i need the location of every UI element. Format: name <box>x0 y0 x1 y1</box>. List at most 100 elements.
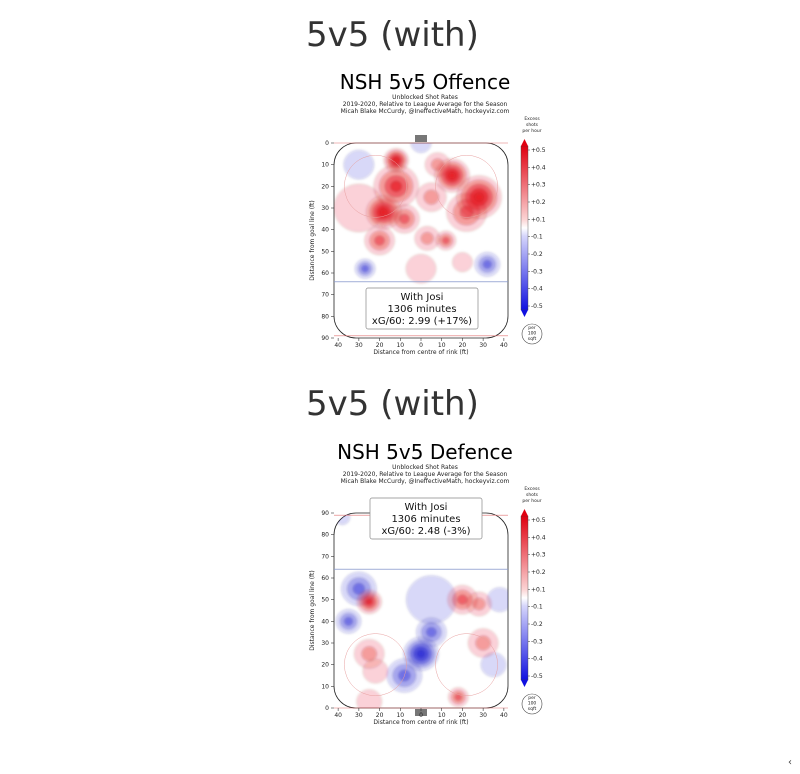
unit-line: sqft <box>528 706 537 712</box>
faceoff-circle <box>435 633 498 696</box>
heat-blob <box>423 189 439 205</box>
faceoff-circle <box>344 633 407 696</box>
x-tick-label: 0 <box>419 712 423 719</box>
y-tick-label: 0 <box>325 140 329 147</box>
x-axis-label: Distance from centre of rink (ft) <box>373 719 468 726</box>
y-tick-label: 50 <box>321 597 329 604</box>
unit-line: per <box>528 695 536 701</box>
unit-line: 100 <box>528 701 537 707</box>
colorbar-title-line: shots <box>526 492 539 498</box>
x-tick-label: 30 <box>355 712 363 719</box>
offence-chart-panel: NSH 5v5 Offence Unblocked Shot Rates 201… <box>300 70 550 370</box>
heat-blob <box>352 583 365 595</box>
annotation-box <box>369 497 483 540</box>
unit-line: 100 <box>528 331 537 337</box>
colorbar-bottom-arrow <box>521 680 528 687</box>
y-tick-label: 70 <box>321 553 329 560</box>
colorbar-tick-label: -0.3 <box>531 638 543 645</box>
heat-blob <box>361 646 377 662</box>
colorbar-title-line: per hour <box>522 128 541 134</box>
annotation-line: With Josi <box>405 502 448 513</box>
y-tick-label: 40 <box>321 618 329 625</box>
heat-blob <box>420 232 434 245</box>
faceoff-circle <box>344 155 407 218</box>
heat-blob <box>482 260 492 269</box>
chart-subtitle-1: Unblocked Shot Rates <box>392 94 458 101</box>
unit-circle <box>521 323 543 345</box>
x-tick-label: 40 <box>334 342 342 349</box>
y-tick-label: 60 <box>321 270 329 277</box>
colorbar-top-arrow <box>521 139 528 146</box>
goal-net <box>415 135 427 142</box>
colorbar-tick-label: -0.3 <box>531 268 543 275</box>
colorbar <box>520 145 529 311</box>
colorbar-title-line: Excess <box>524 116 540 122</box>
annotation-line: With Josi <box>401 292 444 303</box>
heat-blob <box>390 180 402 192</box>
heat-blob <box>457 594 468 605</box>
x-axis-label: Distance from centre of rink (ft) <box>373 349 468 356</box>
unit-line: per <box>528 325 536 331</box>
chart-title: NSH 5v5 Offence <box>339 70 511 94</box>
colorbar-tick-label: +0.2 <box>531 199 546 206</box>
y-axis-label: Distance from goal line (ft) <box>309 570 316 651</box>
colorbar-tick-label: +0.5 <box>531 147 546 154</box>
heat-blob <box>442 237 450 244</box>
colorbar-tick-label: -0.5 <box>531 303 543 310</box>
x-tick-label: 20 <box>376 712 384 719</box>
x-tick-label: 40 <box>500 712 508 719</box>
x-tick-label: 10 <box>438 712 446 719</box>
colorbar-tick-label: -0.2 <box>531 621 543 628</box>
unit-circle <box>521 693 543 715</box>
faceoff-circle <box>435 155 498 218</box>
heat-blob <box>343 150 374 180</box>
heat-blob <box>417 650 425 658</box>
x-tick-label: 10 <box>438 342 446 349</box>
heat-blob <box>393 157 399 163</box>
colorbar-bottom-arrow <box>521 310 528 317</box>
chart-subtitle-2: 2019-2020, Relative to League Average fo… <box>342 471 508 478</box>
y-tick-label: 90 <box>321 335 329 342</box>
colorbar-tick-label: -0.2 <box>531 251 543 258</box>
x-tick-label: 20 <box>459 342 467 349</box>
heat-layer <box>334 143 502 284</box>
corner-mark: ‹ <box>788 757 792 768</box>
x-tick-label: 40 <box>500 342 508 349</box>
heat-blob <box>475 635 491 651</box>
heat-blob <box>410 143 432 153</box>
y-tick-label: 20 <box>321 662 329 669</box>
colorbar-tick-label: +0.1 <box>531 586 546 593</box>
colorbar-tick-label: +0.2 <box>531 569 546 576</box>
colorbar-tick-label: -0.4 <box>531 286 543 293</box>
x-tick-label: 30 <box>479 712 487 719</box>
colorbar-tick-label: +0.3 <box>531 182 546 189</box>
colorbar-tick-label: -0.5 <box>531 673 543 680</box>
heat-blob <box>487 587 508 612</box>
heat-blob <box>405 254 437 284</box>
annotation-line: xG/60: 2.48 (-3%) <box>381 526 470 537</box>
heat-blob <box>356 689 382 708</box>
goal-net <box>415 709 427 716</box>
x-tick-label: 20 <box>376 342 384 349</box>
heat-layer <box>334 513 508 708</box>
y-tick-label: 80 <box>321 313 329 320</box>
colorbar-title-line: Excess <box>524 486 540 492</box>
section-heading-2: 5v5 (with) <box>306 384 479 424</box>
colorbar-title-line: per hour <box>522 498 541 504</box>
chart-subtitle-2: 2019-2020, Relative to League Average fo… <box>342 101 508 108</box>
y-tick-label: 40 <box>321 227 329 234</box>
y-axis-label: Distance from goal line (ft) <box>309 200 316 281</box>
annotation-box <box>365 287 479 330</box>
x-tick-label: 10 <box>396 342 404 349</box>
annotation-line: xG/60: 2.99 (+17%) <box>372 316 472 327</box>
colorbar-tick-label: +0.5 <box>531 517 546 524</box>
annotation-line: 1306 minutes <box>387 304 456 315</box>
chart-subtitle-3: Micah Blake McCurdy, @IneffectiveMath, h… <box>340 478 510 485</box>
x-tick-label: 10 <box>396 712 404 719</box>
y-tick-label: 10 <box>321 683 329 690</box>
heat-blob <box>361 265 369 273</box>
y-tick-label: 80 <box>321 532 329 539</box>
heat-blob <box>344 617 353 626</box>
y-tick-label: 20 <box>321 183 329 190</box>
colorbar-tick-label: +0.4 <box>531 164 546 171</box>
